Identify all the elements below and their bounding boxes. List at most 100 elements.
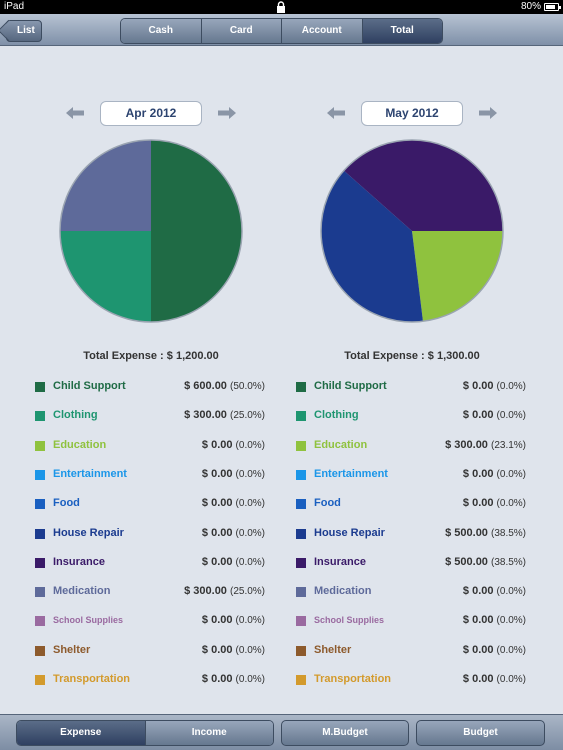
month-label[interactable]: Apr 2012 xyxy=(100,101,202,126)
next-month-arrow-icon[interactable] xyxy=(218,107,236,119)
legend-row[interactable]: School Supplies $ 0.00 (0.0%) xyxy=(296,610,526,630)
category-label: Transportation xyxy=(53,673,131,685)
category-label: Clothing xyxy=(53,409,98,422)
category-label: Insurance xyxy=(314,555,366,568)
tab-monthly-budget[interactable]: M.Budget xyxy=(281,720,409,746)
amount-value: $ 500.00 xyxy=(445,526,491,539)
legend-row[interactable]: Insurance $ 0.00 (0.0%) xyxy=(35,552,265,572)
amount-percentage: (0.0%) xyxy=(235,439,265,451)
category-label: Entertainment xyxy=(53,467,127,480)
segment-account[interactable]: Account xyxy=(282,19,363,43)
battery-percentage: 80% xyxy=(520,1,541,12)
category-color-swatch xyxy=(296,382,306,392)
category-color-swatch xyxy=(296,440,306,451)
category-label: Shelter xyxy=(314,643,352,656)
category-amount: $ 0.00 (0.0%) xyxy=(463,468,526,480)
amount-percentage: (0.0%) xyxy=(235,674,265,685)
legend-row[interactable]: Shelter $ 0.00 (0.0%) xyxy=(296,640,526,660)
amount-value: $ 0.00 xyxy=(201,673,236,685)
category-amount: $ 0.00 (0.0%) xyxy=(463,614,526,626)
amount-percentage: (25.0%) xyxy=(229,410,265,422)
category-amount: $ 0.00 (0.0%) xyxy=(202,644,265,656)
amount-percentage: (0.0%) xyxy=(235,468,265,480)
category-amount: $ 0.00 (0.0%) xyxy=(202,614,265,626)
category-amount: $ 500.00 (38.5%) xyxy=(445,556,526,568)
category-color-swatch xyxy=(35,587,45,598)
amount-value: $ 0.00 xyxy=(201,438,236,451)
amount-value: $ 300.00 xyxy=(184,409,230,422)
legend-row[interactable]: Clothing $ 0.00 (0.0%) xyxy=(296,405,526,425)
category-label: School Supplies xyxy=(53,615,124,626)
category-color-swatch xyxy=(35,382,45,392)
legend-row[interactable]: Education $ 0.00 (0.0%) xyxy=(35,435,265,455)
legend-row[interactable]: House Repair $ 500.00 (38.5%) xyxy=(296,523,526,543)
legend-row[interactable]: Entertainment $ 0.00 (0.0%) xyxy=(296,464,526,484)
legend-row[interactable]: Child Support $ 600.00 (50.0%) xyxy=(35,376,265,396)
category-color-swatch xyxy=(35,675,45,685)
legend-row[interactable]: Clothing $ 300.00 (25.0%) xyxy=(35,405,265,425)
category-amount: $ 0.00 (0.0%) xyxy=(202,673,265,685)
legend-row[interactable]: Education $ 300.00 (23.1%) xyxy=(296,435,526,455)
legend-row[interactable]: Transportation $ 0.00 (0.0%) xyxy=(296,669,526,689)
month-navigator-left: Apr 2012 xyxy=(66,101,238,127)
category-label: House Repair xyxy=(53,526,124,539)
next-month-arrow-icon[interactable] xyxy=(479,107,497,119)
amount-percentage: (23.1%) xyxy=(490,439,526,451)
category-color-swatch xyxy=(35,440,45,451)
category-amount: $ 500.00 (38.5%) xyxy=(445,527,526,539)
amount-value: $ 0.00 xyxy=(462,380,497,392)
legend-row[interactable]: Food $ 0.00 (0.0%) xyxy=(296,493,526,513)
amount-value: $ 0.00 xyxy=(201,643,236,656)
segment-cash[interactable]: Cash xyxy=(121,19,202,43)
legend-row[interactable]: House Repair $ 0.00 (0.0%) xyxy=(35,523,265,543)
category-color-swatch xyxy=(35,411,45,422)
pie-slice-medication xyxy=(60,140,151,231)
category-label: Insurance xyxy=(53,555,105,568)
legend-row[interactable]: Insurance $ 500.00 (38.5%) xyxy=(296,552,526,572)
back-button[interactable]: List xyxy=(6,20,42,42)
legend-row[interactable]: Transportation $ 0.00 (0.0%) xyxy=(35,669,265,689)
navigation-bar: List Cash Card Account Total xyxy=(0,14,563,46)
amount-percentage: (0.0%) xyxy=(496,674,526,685)
segment-card[interactable]: Card xyxy=(201,19,282,43)
amount-value: $ 0.00 xyxy=(201,526,236,539)
legend-row[interactable]: Medication $ 300.00 (25.0%) xyxy=(35,581,265,601)
category-color-swatch xyxy=(296,587,306,598)
legend-row[interactable]: Child Support $ 0.00 (0.0%) xyxy=(296,376,526,396)
segment-total[interactable]: Total xyxy=(362,19,442,43)
amount-percentage: (0.0%) xyxy=(235,644,265,656)
tab-budget[interactable]: Budget xyxy=(416,720,545,746)
category-color-swatch xyxy=(296,675,306,685)
previous-month-arrow-icon[interactable] xyxy=(327,107,345,119)
category-color-swatch xyxy=(35,616,45,627)
amount-value: $ 0.00 xyxy=(462,585,497,598)
category-color-swatch xyxy=(296,557,306,568)
legend-row[interactable]: Medication $ 0.00 (0.0%) xyxy=(296,581,526,601)
amount-value: $ 0.00 xyxy=(462,643,497,656)
category-label: Food xyxy=(53,497,80,510)
pie-slice-child-support xyxy=(151,140,242,322)
category-color-swatch xyxy=(296,411,306,422)
category-label: Clothing xyxy=(314,409,359,422)
month-label[interactable]: May 2012 xyxy=(361,101,463,126)
pie-slice-insurance xyxy=(343,140,503,231)
category-label: Food xyxy=(314,497,341,510)
amount-percentage: (0.0%) xyxy=(496,644,526,656)
tab-expense[interactable]: Expense xyxy=(17,721,146,745)
amount-value: $ 0.00 xyxy=(201,497,236,510)
amount-percentage: (0.0%) xyxy=(496,498,526,510)
legend-row[interactable]: School Supplies $ 0.00 (0.0%) xyxy=(35,610,265,630)
category-color-swatch xyxy=(35,469,45,480)
amount-value: $ 0.00 xyxy=(201,555,236,568)
back-button-label: List xyxy=(17,25,35,36)
category-label: Entertainment xyxy=(314,467,388,480)
expense-pie-chart-apr xyxy=(59,139,243,323)
legend-row[interactable]: Entertainment $ 0.00 (0.0%) xyxy=(35,464,265,484)
amount-value: $ 300.00 xyxy=(445,438,491,451)
previous-month-arrow-icon[interactable] xyxy=(66,107,84,119)
legend-row[interactable]: Food $ 0.00 (0.0%) xyxy=(35,493,265,513)
tab-income[interactable]: Income xyxy=(145,721,273,745)
amount-value: $ 600.00 xyxy=(184,380,230,392)
category-amount: $ 300.00 (23.1%) xyxy=(445,439,526,451)
legend-row[interactable]: Shelter $ 0.00 (0.0%) xyxy=(35,640,265,660)
